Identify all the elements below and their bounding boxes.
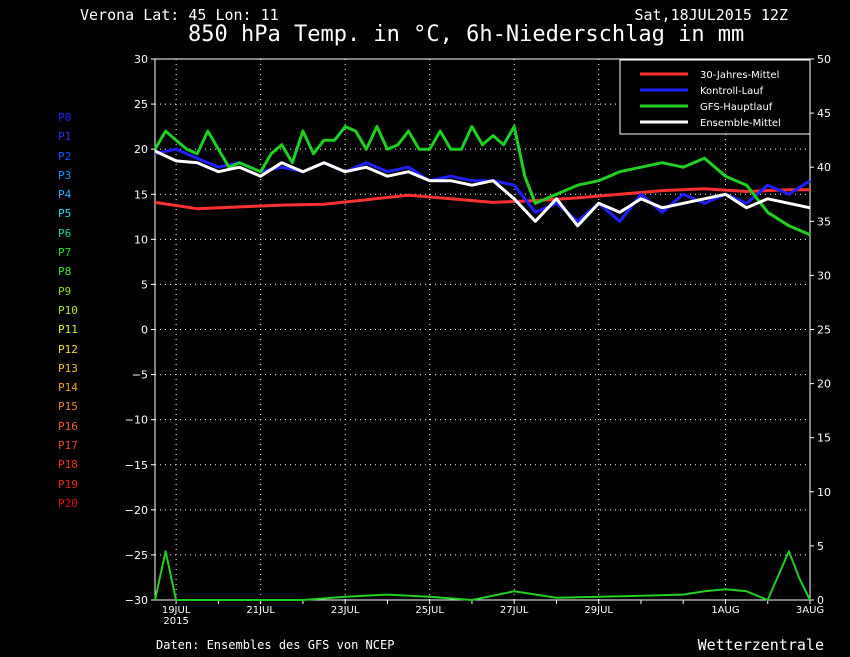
member-label: P6 <box>58 226 72 240</box>
x-tick-label: 1AUG <box>711 605 739 616</box>
y-tick-label-left: 0 <box>141 324 148 337</box>
y-tick-label-right: 15 <box>817 432 831 445</box>
x-tick-label: 27JUL <box>500 605 529 616</box>
plot-frame <box>154 58 811 601</box>
member-label: P20 <box>58 496 78 510</box>
data-source: Daten: Ensembles des GFS von NCEP <box>156 638 395 652</box>
y-tick-label-left: −10 <box>125 414 148 427</box>
y-tick-label-left: 30 <box>134 53 148 66</box>
y-tick-label-right: 25 <box>817 324 831 337</box>
member-label: P7 <box>58 246 72 260</box>
member-label: P5 <box>58 207 72 221</box>
x-tick-label: 25JUL <box>415 605 444 616</box>
legend-label: Ensemble-Mittel <box>700 118 781 129</box>
chart-title: 850 hPa Temp. in °C, 6h-Niederschlag in … <box>188 22 745 47</box>
y-tick-label-right: 5 <box>817 540 824 553</box>
x-tick-label: 23JUL <box>331 605 360 616</box>
member-label: P2 <box>58 149 72 163</box>
legend-label: GFS-Hauptlauf <box>700 102 773 113</box>
y-tick-label-left: −5 <box>132 369 148 382</box>
member-label: P9 <box>58 284 72 298</box>
y-tick-label-left: 25 <box>134 98 148 111</box>
y-tick-label-right: 35 <box>817 215 831 228</box>
y-tick-label-right: 10 <box>817 486 831 499</box>
series-line <box>154 149 811 228</box>
member-label: P19 <box>58 477 78 491</box>
member-label: P13 <box>58 361 78 375</box>
y-tick-label-left: −15 <box>125 459 148 472</box>
y-tick-label-left: −20 <box>125 504 148 517</box>
legend-label: 30-Jahres-Mittel <box>700 70 779 81</box>
member-list: P0 P1 P2 P3 P4 P5 P6 P7 P8 P9 P10 P11 P12 P13 P14 P15 P1… <box>58 108 78 513</box>
series-line <box>153 125 811 237</box>
x-tick-sublabel: 2015 <box>163 616 188 627</box>
x-tick-label: 29JUL <box>584 605 613 616</box>
member-label: P11 <box>58 323 78 337</box>
series-line <box>154 550 811 601</box>
y-tick-label-right: 30 <box>817 269 831 282</box>
member-label: P16 <box>58 419 78 433</box>
member-label: P0 <box>58 111 72 124</box>
y-tick-label-left: 5 <box>141 278 148 291</box>
series-line <box>154 147 811 223</box>
member-label: P4 <box>58 188 72 202</box>
legend-label: Kontroll-Lauf <box>700 86 764 97</box>
x-tick-label: 3AUG <box>796 605 824 616</box>
y-tick-label-left: −30 <box>125 594 148 607</box>
x-tick-label: 21JUL <box>246 605 275 616</box>
member-label: P18 <box>58 458 78 472</box>
member-label: P17 <box>58 439 78 453</box>
member-label: P10 <box>58 303 78 317</box>
member-label: P3 <box>58 168 72 182</box>
series-line <box>154 187 810 211</box>
y-tick-label-left: −25 <box>125 549 148 562</box>
member-label: P14 <box>58 381 78 395</box>
y-tick-label-right: 45 <box>817 107 831 120</box>
y-tick-label-right: 40 <box>817 161 831 174</box>
location-label: Verona Lat: 45 Lon: 11 <box>80 6 279 24</box>
member-label: P1 <box>58 130 72 144</box>
member-label: P8 <box>58 265 72 279</box>
member-label: P15 <box>58 400 78 414</box>
y-tick-label-left: 15 <box>134 188 148 201</box>
y-tick-label-right: 50 <box>817 53 831 66</box>
run-datetime: Sat,18JUL2015 12Z <box>634 6 788 24</box>
y-tick-label-right: 0 <box>817 594 824 607</box>
y-tick-label-right: 20 <box>817 378 831 391</box>
brand-label: Wetterzentrale <box>697 636 824 654</box>
y-tick-label-left: 10 <box>134 233 148 246</box>
member-label: P12 <box>58 342 78 356</box>
x-tick-label: 19JUL <box>162 605 191 616</box>
y-tick-label-left: 20 <box>134 143 148 156</box>
